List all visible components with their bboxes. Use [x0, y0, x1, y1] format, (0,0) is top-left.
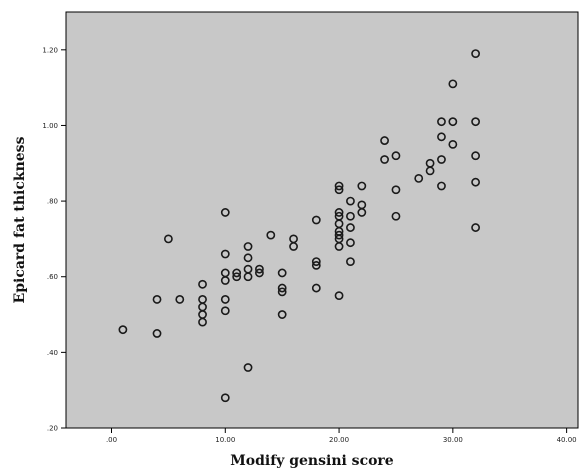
data-point: [471, 117, 480, 127]
data-point: [334, 181, 344, 191]
x-tick-label: 10.00: [215, 436, 235, 444]
data-point: [471, 49, 480, 58]
x-tick-label: 20.00: [329, 436, 349, 444]
data-point: [243, 272, 253, 282]
data-point: [448, 117, 458, 127]
data-point: [311, 260, 321, 270]
data-point: [220, 208, 230, 217]
x-tick-label: .00: [106, 436, 117, 444]
data-point: [448, 79, 458, 89]
data-point: [380, 155, 389, 164]
data-point: [289, 242, 298, 251]
data-point: [334, 230, 344, 240]
data-point: [277, 283, 287, 293]
y-tick-label: 1.20: [42, 46, 58, 54]
x-axis-ticks: .00 10.00 20.00 30.00 40.00: [106, 428, 577, 444]
y-tick-label: .40: [47, 349, 58, 357]
data-point: [391, 185, 401, 195]
y-axis-label: Epicard fat thickness: [12, 136, 28, 303]
x-tick-label: 30.00: [443, 436, 463, 444]
data-point: [198, 279, 207, 289]
data-point: [232, 268, 242, 278]
data-point: [471, 151, 480, 161]
data-point: [357, 181, 367, 191]
x-axis-label: Modify gensini score: [230, 453, 394, 469]
data-point: [437, 181, 446, 191]
data-point: [243, 363, 253, 372]
data-point: [414, 173, 424, 183]
data-point: [277, 287, 287, 297]
data-point: [346, 196, 355, 206]
data-point: [357, 208, 367, 217]
data-point: [437, 155, 446, 164]
data-point: [471, 177, 480, 187]
data-point: [277, 310, 287, 319]
y-tick-label: 1.00: [42, 122, 58, 130]
data-point: [334, 208, 344, 217]
data-point: [243, 242, 253, 251]
data-point: [391, 151, 401, 161]
data-point: [448, 139, 458, 149]
data-point: [266, 230, 276, 240]
data-point: [220, 306, 230, 316]
data-point: [255, 264, 264, 274]
data-point: [346, 238, 355, 248]
data-point: [425, 166, 435, 176]
data-point: [437, 132, 446, 142]
data-point: [220, 276, 230, 285]
data-point: [311, 215, 321, 225]
data-point: [437, 117, 446, 127]
data-point: [152, 295, 162, 304]
plot-area: [65, 11, 579, 429]
data-point: [311, 257, 321, 266]
data-point: [255, 268, 264, 278]
data-point: [232, 272, 242, 282]
data-point: [175, 295, 185, 304]
data-point: [152, 329, 162, 338]
y-tick-label: .20: [47, 425, 58, 433]
data-point: [346, 223, 355, 232]
y-axis-ticks: .20 .40 .60 .80 1.00 1.20: [42, 46, 66, 433]
data-point: [391, 211, 401, 221]
data-point: [220, 295, 230, 304]
data-point: [243, 253, 253, 263]
data-points: [118, 49, 480, 403]
data-point: [163, 234, 173, 244]
x-tick-label: 40.00: [557, 436, 577, 444]
data-point: [334, 291, 344, 301]
y-tick-label: .80: [47, 198, 58, 206]
data-point: [334, 185, 344, 195]
data-point: [471, 223, 480, 232]
data-point: [380, 136, 389, 145]
data-point: [277, 268, 287, 278]
data-point: [198, 317, 207, 327]
data-point: [220, 249, 230, 259]
data-point: [346, 211, 355, 221]
data-point: [220, 393, 230, 403]
data-point: [334, 242, 344, 251]
data-point: [311, 283, 321, 293]
data-point: [118, 325, 128, 335]
y-tick-label: .60: [47, 273, 58, 281]
data-point: [346, 257, 355, 266]
